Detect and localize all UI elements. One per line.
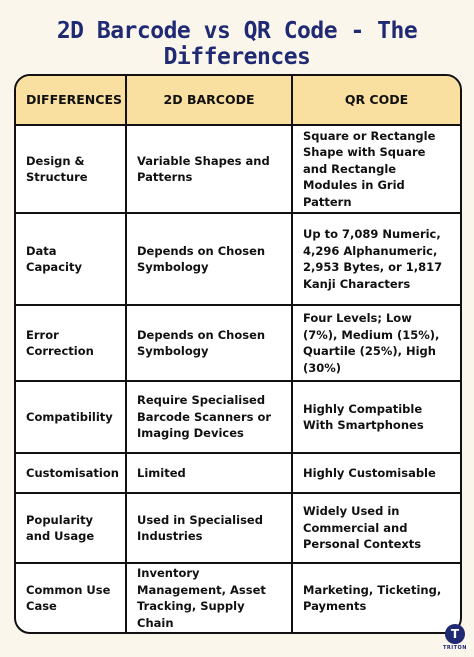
qr-value: Up to 7,089 Numeric, 4,296 Alphanumeric,… [291, 214, 460, 304]
logo-text: TRITON [443, 645, 467, 651]
row-label: Error Correction [26, 327, 94, 359]
table-row: Data Capacity Depends on Chosen Symbolog… [16, 212, 460, 304]
row-label: Design & Structure [26, 153, 88, 185]
logo-mark-icon: T [445, 624, 465, 644]
barcode-value: Limited [125, 454, 291, 492]
table-row: Customisation Limited Highly Customisabl… [16, 452, 460, 492]
page-title: 2D Barcode vs QR Code - The Differences [56, 18, 418, 70]
row-label: Popularity and Usage [26, 512, 95, 544]
comparison-table: DIFFERENCES 2D BARCODE QR CODE Design & … [14, 74, 462, 634]
barcode-value: Require Specialised Barcode Scanners or … [125, 382, 291, 452]
barcode-value: Inventory Management, Asset Tracking, Su… [125, 564, 291, 632]
qr-value: Marketing, Ticketing, Payments [291, 564, 460, 632]
barcode-value: Depends on Chosen Symbology [125, 306, 291, 380]
table-row: Common Use Case Inventory Management, As… [16, 562, 460, 632]
qr-value: Widely Used in Commercial and Personal C… [291, 494, 460, 562]
qr-value: Square or Rectangle Shape with Square an… [291, 126, 460, 212]
table-header-row: DIFFERENCES 2D BARCODE QR CODE [16, 76, 460, 124]
header-differences: DIFFERENCES [26, 91, 122, 107]
qr-value: Four Levels; Low (7%), Medium (15%), Qua… [291, 306, 460, 380]
qr-value: Highly Compatible With Smartphones [291, 382, 460, 452]
row-label: Data Capacity [26, 243, 82, 275]
header-qr-code: QR CODE [291, 76, 460, 124]
table-row: Error Correction Depends on Chosen Symbo… [16, 304, 460, 380]
qr-value: Highly Customisable [291, 454, 460, 492]
table-row: Compatibility Require Specialised Barcod… [16, 380, 460, 452]
table-row: Design & Structure Variable Shapes and P… [16, 124, 460, 212]
barcode-value: Depends on Chosen Symbology [125, 214, 291, 304]
barcode-value: Variable Shapes and Patterns [125, 126, 291, 212]
brand-logo: T TRITON [441, 624, 469, 654]
row-label: Common Use Case [26, 582, 111, 614]
header-2d-barcode: 2D BARCODE [125, 76, 291, 124]
barcode-value: Used in Specialised Industries [125, 494, 291, 562]
row-label: Customisation [26, 465, 119, 480]
table-row: Popularity and Usage Used in Specialised… [16, 492, 460, 562]
row-label: Compatibility [26, 409, 113, 424]
